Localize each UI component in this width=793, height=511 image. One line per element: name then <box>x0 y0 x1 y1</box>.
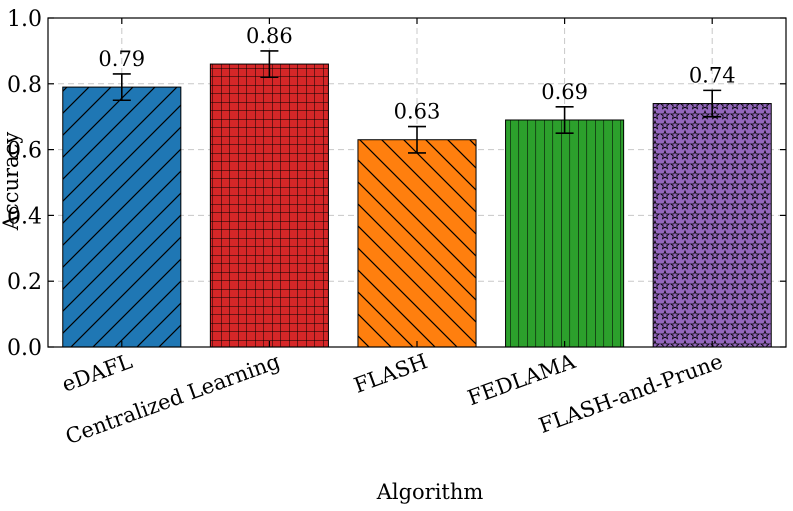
x-tick-label: FEDLAMA <box>464 349 579 410</box>
bar <box>505 119 625 348</box>
value-label: 0.79 <box>98 47 145 71</box>
value-labels: 0.79 0.86 0.63 0.69 0.74 <box>98 24 735 124</box>
value-label: 0.74 <box>689 63 736 87</box>
y-tick-label: 0.4 <box>7 204 42 229</box>
bars <box>62 63 772 348</box>
value-label: 0.69 <box>541 80 588 104</box>
y-tick-label: 0.2 <box>7 270 42 295</box>
bar <box>209 63 329 348</box>
x-tick-label: eDAFL <box>59 349 136 397</box>
error-bars <box>112 50 722 154</box>
bar <box>652 103 772 348</box>
value-label: 0.63 <box>394 100 441 124</box>
bar <box>357 139 477 348</box>
x-tick-label: FLASH <box>351 349 431 398</box>
y-tick-label: 0.6 <box>7 139 42 164</box>
value-label: 0.86 <box>246 24 293 48</box>
bar <box>62 86 182 348</box>
y-tick-label: 1.0 <box>7 7 42 32</box>
y-tick-label: 0.0 <box>7 336 42 361</box>
y-tick-label: 0.8 <box>7 73 42 98</box>
y-axis-title: Accuracy <box>0 132 23 232</box>
x-axis-title: Algorithm <box>376 480 484 504</box>
